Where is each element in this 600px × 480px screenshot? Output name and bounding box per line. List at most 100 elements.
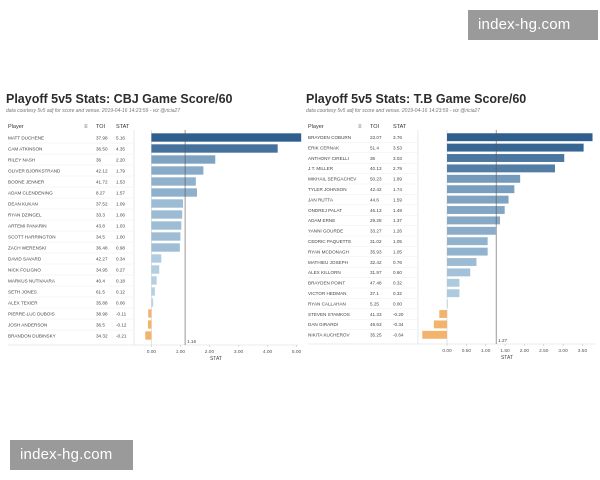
- row-player: CEDRIC PAQUETTE: [308, 239, 351, 244]
- row-toi: 44.6: [370, 197, 379, 202]
- row-player: ALEX KILLORN: [308, 270, 341, 275]
- row-toi: 42.12: [96, 168, 108, 173]
- header-stat: STAT: [116, 124, 130, 130]
- row-toi: 31.97: [370, 270, 382, 275]
- row-player: MATHIEU JOSEPH: [308, 260, 348, 265]
- header-player: Player: [308, 124, 324, 130]
- row-stat: 1.00: [116, 234, 125, 239]
- row-player: BRAYDEN POINT: [308, 281, 345, 286]
- bar: [447, 174, 521, 183]
- row-stat: 0.06: [116, 300, 125, 305]
- x-tick-label: 1.00: [176, 349, 186, 355]
- cbj-bar-chart: Player TOI STAT ≡ MATT DUCHENE 37.98 5.16 CAM A…: [8, 124, 302, 362]
- row-toi: 40.4: [96, 278, 105, 283]
- bar: [447, 278, 460, 287]
- row-player: ADAM ERNE: [308, 218, 335, 223]
- bar: [439, 310, 448, 318]
- reference-label: 1.27: [498, 338, 507, 343]
- row-player: JAN RUTTA: [308, 197, 334, 202]
- row-toi: 23.07: [370, 135, 382, 140]
- row-player: PIERRE-LUC DUBOIS: [8, 311, 55, 316]
- bar: [447, 268, 471, 277]
- bar: [151, 166, 204, 175]
- row-stat: 3.03: [393, 156, 402, 161]
- row-toi: 37.52: [96, 201, 108, 206]
- row-stat: 0.27: [116, 267, 125, 272]
- bar: [447, 258, 477, 266]
- row-player: OLIVER BJORKSTRAND: [8, 168, 61, 173]
- x-axis-label: STAT: [210, 356, 222, 362]
- x-tick-label: 2.00: [205, 349, 215, 355]
- row-toi: 42.42: [370, 187, 382, 192]
- row-toi: 41.33: [370, 312, 382, 317]
- row-toi: 33.3: [96, 212, 105, 217]
- x-tick-label: 4.00: [263, 349, 273, 355]
- bar: [422, 330, 448, 339]
- row-stat: 0.00: [393, 301, 402, 306]
- row-stat: 0.18: [116, 278, 125, 283]
- row-player: SETH JONES: [8, 289, 37, 294]
- row-toi: 36: [96, 157, 102, 162]
- x-tick-label: 3.00: [234, 349, 244, 355]
- row-player: DAN GIRARDI: [308, 322, 338, 327]
- bar: [447, 195, 509, 204]
- row-player: JOSH ANDERSON: [8, 322, 47, 327]
- tb-bar-chart: Player TOI STAT ≡ BRAYDEN COBURN 23.07 3.76 ERI…: [308, 124, 596, 361]
- bar: [151, 265, 160, 274]
- row-stat: -0.34: [393, 322, 404, 327]
- row-toi: 35.25: [370, 333, 382, 338]
- row-stat: -0.21: [116, 333, 127, 338]
- row-stat: 0.98: [116, 245, 125, 250]
- header-toi: TOI: [370, 124, 380, 130]
- row-toi: 31.02: [370, 239, 382, 244]
- row-stat: 1.57: [116, 190, 125, 195]
- row-player: BRAYDEN COBURN: [308, 135, 351, 140]
- bar: [151, 210, 183, 219]
- row-toi: 36.5: [96, 322, 105, 327]
- x-tick-label: 0.00: [442, 348, 452, 354]
- bar: [447, 154, 565, 162]
- row-player: DAVID SAVARD: [8, 256, 42, 261]
- x-tick-label: 0.00: [147, 349, 157, 355]
- row-stat: 1.79: [116, 168, 125, 173]
- row-player: BRANDON DUBINSKY: [8, 333, 56, 338]
- row-player: BOONE JENNER: [8, 179, 45, 184]
- header-toi: TOI: [96, 124, 106, 130]
- bar: [447, 143, 584, 152]
- row-player: NIKITA KUCHEROV: [308, 333, 350, 338]
- row-toi: 29.28: [370, 218, 382, 223]
- sort-icon: ≡: [358, 124, 362, 130]
- x-tick-label: 0.50: [462, 348, 472, 354]
- bar: [151, 133, 302, 142]
- row-toi: 37.1: [370, 291, 379, 296]
- row-toi: 41.72: [96, 179, 108, 184]
- row-toi: 37.98: [96, 135, 108, 140]
- row-toi: 34.5: [96, 234, 105, 239]
- bar: [447, 237, 488, 246]
- row-toi: 61.5: [96, 289, 105, 294]
- x-axis-label: STAT: [501, 355, 513, 361]
- row-toi: 36.50: [96, 146, 108, 151]
- row-player: ERIK CERNAK: [308, 145, 340, 150]
- row-player: DEAN KUKAN: [8, 201, 38, 206]
- x-tick-label: 3.50: [578, 348, 588, 354]
- chart-subtitle: data courtesy 5v5 adj for score and venu…: [306, 108, 481, 114]
- chart-title: Playoff 5v5 Stats: CBJ Game Score/60: [6, 92, 233, 106]
- row-stat: -0.12: [116, 322, 127, 327]
- bar: [447, 226, 496, 235]
- row-player: RYAN CALLAHAN: [308, 301, 346, 306]
- row-toi: 8.27: [96, 190, 105, 195]
- row-player: ADAM CLENDENING: [8, 190, 53, 195]
- row-toi: 46.13: [370, 208, 382, 213]
- bar: [151, 155, 216, 164]
- x-tick-label: 1.50: [500, 348, 510, 354]
- chart-subtitle: data courtesy 5v5 adj for score and venu…: [6, 108, 181, 114]
- row-stat: 1.05: [393, 249, 402, 254]
- bar: [447, 185, 515, 194]
- row-stat: 3.76: [393, 135, 402, 140]
- row-stat: 1.59: [393, 197, 402, 202]
- bar: [151, 221, 182, 230]
- row-player: YANNI GOURDE: [308, 229, 343, 234]
- row-toi: 51.4: [370, 145, 379, 150]
- row-stat: 0.12: [116, 289, 125, 294]
